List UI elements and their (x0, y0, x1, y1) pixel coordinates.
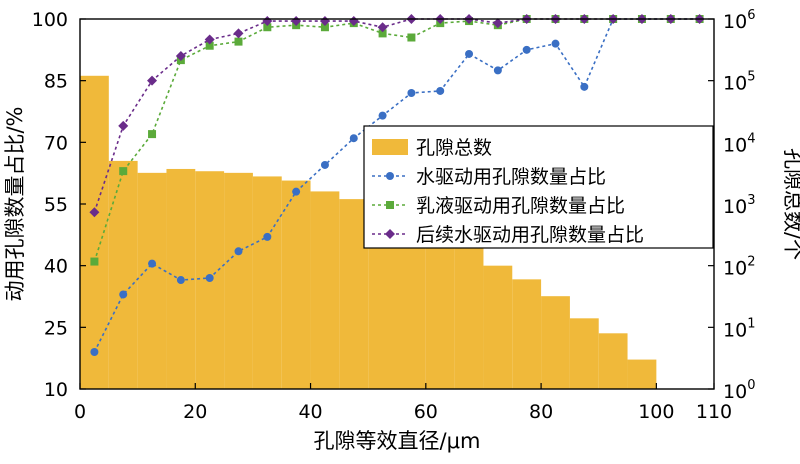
data-point (436, 86, 445, 95)
legend-label: 水驱动用孔隙数量占比 (416, 166, 606, 188)
data-point (522, 45, 531, 54)
y-right-tick-label: 103 (723, 193, 755, 218)
legend-label: 孔隙总数 (416, 137, 492, 159)
x-tick-label: 110 (696, 401, 732, 423)
data-point (90, 348, 99, 356)
data-point (492, 18, 503, 29)
data-point (148, 259, 157, 268)
bar (598, 333, 628, 389)
data-point (118, 120, 129, 131)
x-tick-label: 20 (183, 401, 207, 423)
legend-label: 后续水驱动用孔隙数量占比 (416, 224, 644, 246)
legend-swatch (372, 139, 408, 155)
data-point (580, 82, 589, 91)
x-tick-label: 80 (529, 401, 553, 423)
y-left-tick-label: 85 (44, 71, 68, 93)
bar (108, 160, 138, 389)
bar (339, 199, 369, 389)
data-point (349, 134, 358, 143)
data-point (204, 34, 215, 45)
bar (569, 318, 599, 389)
data-point (377, 22, 388, 33)
data-point (320, 160, 329, 169)
y-right-tick-label: 105 (723, 70, 755, 95)
ticks-layer: 0 20 40 60 80 100 1101025405570851001001011021… (32, 8, 756, 423)
data-point (493, 66, 502, 75)
bar (137, 172, 167, 389)
bar (454, 247, 484, 389)
series-line (93, 18, 700, 262)
data-point (205, 274, 214, 282)
data-point (378, 29, 387, 38)
y-left-tick-label: 40 (44, 256, 68, 278)
data-point (407, 33, 416, 42)
bar (224, 172, 253, 389)
y-axis-right-title: 孔隙总数/个 (781, 148, 800, 260)
data-point (234, 37, 243, 46)
series-line (93, 18, 700, 353)
data-point (148, 130, 157, 139)
legend-box (363, 125, 714, 249)
x-tick-label: 60 (414, 401, 438, 423)
legend-marker (385, 229, 395, 239)
x-tick-label: 40 (298, 401, 322, 423)
legend-marker (386, 172, 394, 180)
legend-marker (386, 201, 394, 209)
legend-label: 乳液驱动用孔隙数量占比 (416, 195, 625, 217)
y-left-tick-label: 25 (44, 317, 68, 339)
bar (541, 296, 570, 389)
y-right-tick-label: 101 (723, 316, 755, 341)
data-point (407, 89, 416, 97)
data-point (90, 257, 99, 266)
data-point (147, 75, 158, 86)
y-right-tick-label: 102 (723, 255, 755, 280)
bar (252, 176, 282, 389)
data-point (378, 111, 387, 120)
data-point (263, 23, 272, 32)
y-right-tick-label: 106 (723, 8, 755, 33)
data-point (119, 167, 128, 176)
data-point (89, 207, 100, 218)
data-point (292, 187, 301, 196)
bar (425, 225, 455, 389)
data-point (320, 23, 329, 32)
bar (512, 279, 542, 389)
bar (281, 180, 311, 389)
data-point (233, 28, 244, 39)
y-left-tick-label: 100 (32, 9, 68, 31)
y-left-tick-label: 55 (44, 194, 68, 216)
y-left-tick-label: 10 (44, 379, 68, 401)
y-right-tick-label: 100 (723, 378, 755, 403)
x-tick-label: 100 (638, 401, 674, 423)
data-point (263, 232, 272, 241)
data-point (465, 49, 474, 58)
y-axis-left-title: 动用孔隙数量占比/% (3, 106, 27, 301)
data-point (234, 247, 243, 256)
data-point (175, 51, 186, 61)
data-point (176, 276, 185, 285)
bar (483, 265, 513, 389)
data-point (205, 41, 214, 50)
data-point (119, 290, 128, 299)
y-right-tick-label: 104 (723, 131, 755, 156)
data-point (551, 39, 560, 48)
x-tick-label: 0 (74, 401, 86, 423)
bar (627, 359, 657, 389)
series-line (93, 18, 700, 213)
y-left-tick-label: 70 (44, 132, 68, 154)
bar (310, 191, 340, 389)
x-axis-title: 孔隙等效直径/μm (314, 429, 481, 453)
